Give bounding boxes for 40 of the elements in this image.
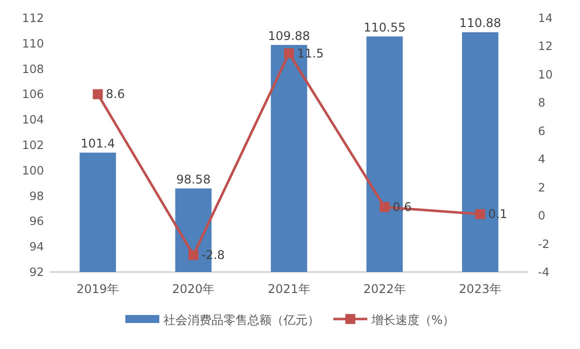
point bbox=[380, 202, 390, 212]
data-label: 8.6 bbox=[106, 87, 125, 102]
point bbox=[284, 48, 294, 58]
y2-tick-label: 12 bbox=[538, 39, 553, 54]
data-label: 110.88 bbox=[459, 16, 502, 30]
point bbox=[475, 209, 486, 220]
point bbox=[188, 250, 198, 260]
data-label: 110.55 bbox=[364, 20, 406, 34]
data-label: 98.58 bbox=[176, 172, 211, 186]
x-tick-label: 2019年 bbox=[76, 282, 120, 296]
y2-tick-label: 8 bbox=[538, 96, 546, 110]
y-tick-label: 98 bbox=[29, 188, 44, 203]
y-tick-label: 92 bbox=[29, 265, 44, 279]
y2-tick-label: 14 bbox=[538, 11, 553, 25]
y-tick-label: 96 bbox=[29, 214, 44, 228]
x-tick-label: 2023年 bbox=[458, 282, 502, 296]
x-tick-label: 2020年 bbox=[172, 282, 215, 296]
y2-tick-label: -2 bbox=[538, 236, 550, 251]
data-label: 0.6 bbox=[392, 200, 412, 214]
data-label: 109.88 bbox=[268, 28, 310, 43]
legend-label: 社会消费品零售总额（亿元） bbox=[163, 313, 320, 327]
y-tick-label: 110 bbox=[22, 36, 44, 50]
y-tick-label: 100 bbox=[22, 163, 44, 178]
y2-tick-label: 0 bbox=[538, 208, 546, 223]
legend-label: 增长速度（%） bbox=[370, 313, 455, 327]
y2-tick-label: 6 bbox=[538, 124, 546, 138]
point bbox=[92, 89, 103, 100]
y-tick-label: 94 bbox=[29, 240, 44, 254]
y-tick-label: 102 bbox=[22, 138, 44, 152]
x-tick-label: 2022年 bbox=[363, 282, 406, 296]
data-label: 101.4 bbox=[80, 136, 115, 151]
y2-tick-label: -4 bbox=[538, 265, 550, 279]
y2-tick-label: 2 bbox=[538, 180, 546, 194]
y-tick-label: 104 bbox=[22, 112, 44, 127]
y2-tick-label: 4 bbox=[538, 152, 546, 166]
y-tick-label: 106 bbox=[22, 87, 44, 102]
y-tick-label: 108 bbox=[22, 62, 44, 76]
y2-tick-label: 10 bbox=[538, 67, 553, 82]
x-tick-label: 2021年 bbox=[268, 282, 310, 296]
y-tick-label: 112 bbox=[22, 11, 44, 25]
